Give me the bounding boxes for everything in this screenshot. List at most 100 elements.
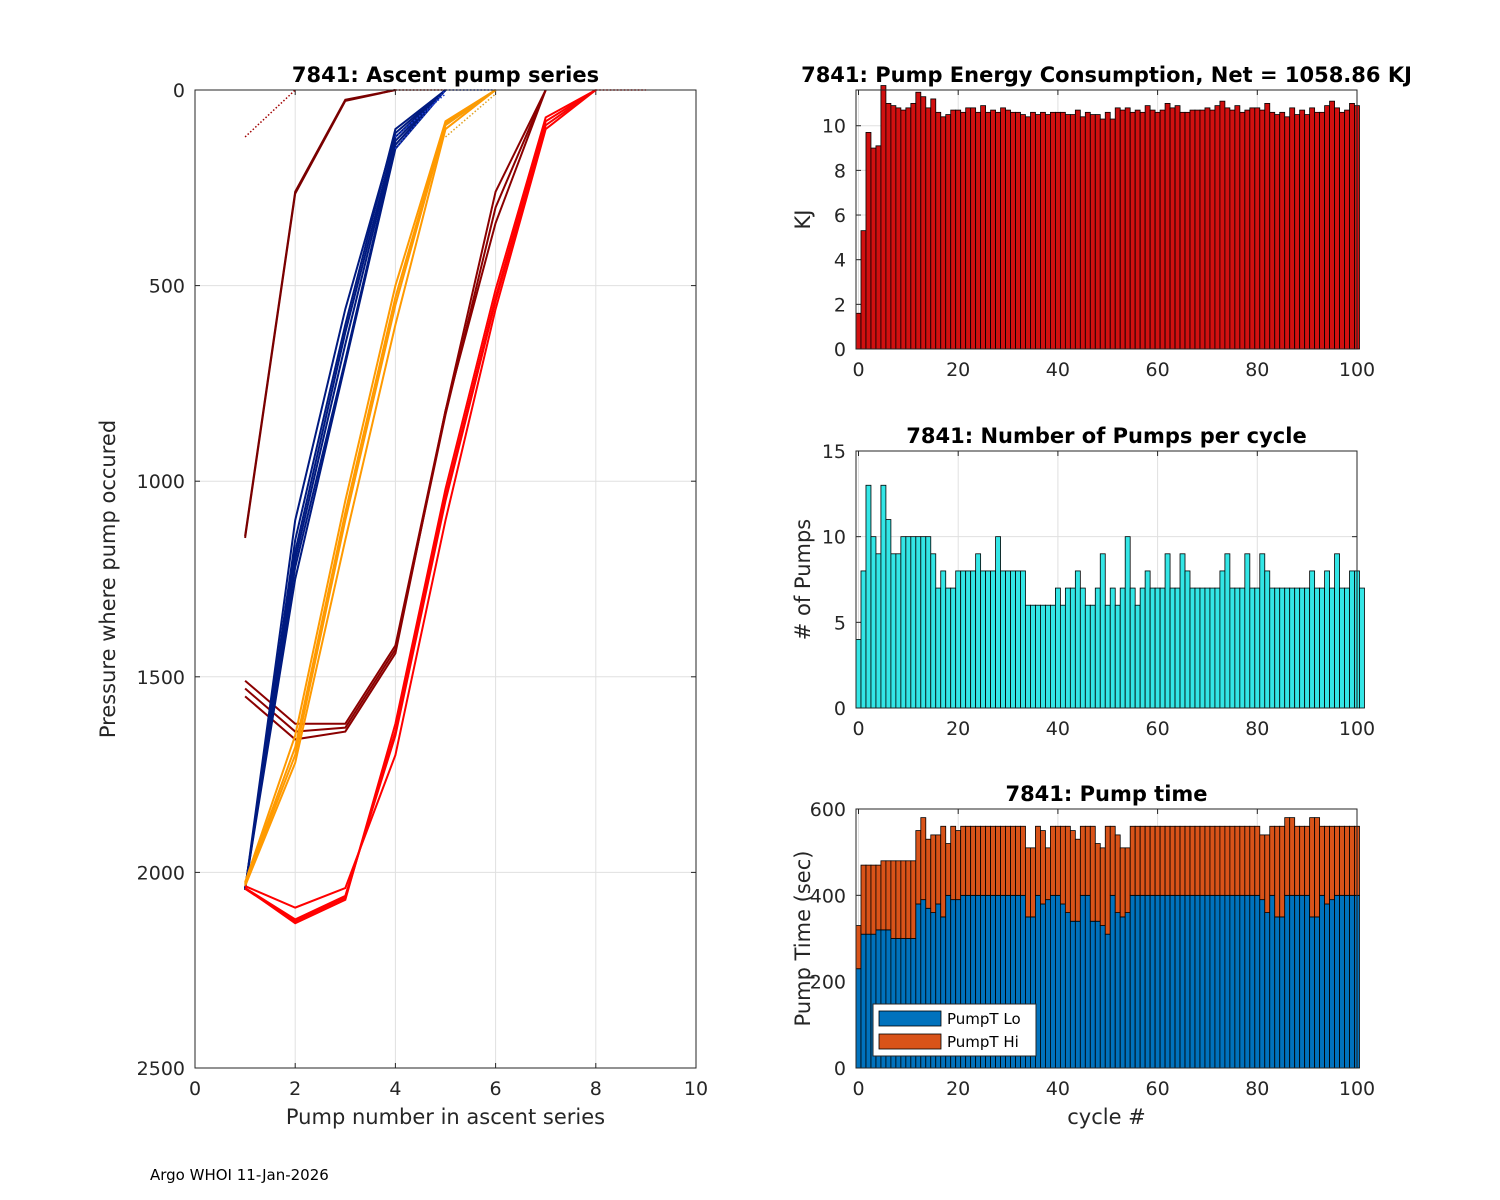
pumptime-bar	[975, 825, 982, 896]
pumps-ytick-label: 5	[834, 612, 846, 634]
pumps-bar	[1164, 553, 1171, 709]
pumps-bar	[990, 570, 996, 709]
pumps-bar	[1239, 587, 1246, 709]
pumptime-bar	[1304, 825, 1311, 896]
ascent-xtick-label: 6	[490, 1078, 502, 1100]
pumptime-bar	[955, 830, 962, 901]
pumptime-bar	[1274, 825, 1281, 918]
ascent-line-blue	[244, 89, 447, 889]
energy-ytick-label: 8	[834, 160, 846, 182]
pumps-xtick-label: 0	[852, 718, 864, 740]
ascent-xtick-label: 10	[684, 1078, 708, 1100]
pumptime-bar	[1324, 903, 1330, 1069]
pumptime-bar	[1030, 847, 1036, 918]
energy-ytick-label: 2	[834, 294, 846, 316]
energy-bar	[1334, 107, 1340, 350]
ascent-line-red	[244, 89, 597, 909]
energy-bar	[1020, 114, 1026, 350]
energy-bar	[960, 111, 967, 350]
pumptime-bar	[1104, 933, 1111, 1069]
pumptime-bar	[980, 825, 987, 896]
pumps-xtick-label: 20	[946, 718, 970, 740]
ascent-dotted-orange	[445, 93, 497, 138]
pumps-bar	[1324, 570, 1330, 709]
pumptime-bar	[1184, 825, 1191, 896]
pumptime-bar	[1129, 894, 1136, 1069]
energy-bar	[860, 230, 867, 350]
pumptime-bar	[915, 830, 922, 905]
ascent-frame	[194, 89, 697, 1069]
pumps-bar	[1144, 570, 1151, 709]
pumptime-bar	[1055, 825, 1061, 896]
pumptime-bar	[1349, 825, 1355, 896]
energy-bar	[1254, 107, 1261, 350]
pumptime-bar	[950, 825, 957, 901]
pumps-axes: 0 20 40 60 80 100 0 5 10 15	[822, 441, 1375, 740]
pumptime-xlabel: cycle #	[1067, 1105, 1146, 1129]
pumptime-bar	[1149, 894, 1156, 1069]
pumps-bar	[945, 587, 952, 709]
energy-bar	[900, 109, 907, 350]
pumptime-bar	[1129, 825, 1136, 896]
pumps-ytick-label: 15	[822, 441, 846, 463]
pumps-bar	[1214, 587, 1221, 709]
pumps-bar	[1234, 587, 1241, 709]
energy-bar	[875, 145, 882, 350]
footer-text: Argo WHOI 11-Jan-2026	[150, 1166, 329, 1184]
pumptime-bar	[1050, 894, 1056, 1069]
pumptime-bar	[1329, 825, 1335, 901]
pumptime-bar	[1214, 894, 1221, 1069]
energy-ytick-label: 4	[834, 250, 846, 272]
pumptime-bar	[1184, 894, 1191, 1069]
pumptime-bar	[1099, 925, 1106, 1069]
ascent-line-orange	[244, 89, 497, 885]
energy-bar	[1134, 109, 1141, 350]
pumptime-bar	[1094, 920, 1101, 1069]
energy-bar	[1289, 107, 1296, 350]
pumptime-bar	[870, 864, 877, 935]
pumptime-bar	[1244, 825, 1251, 896]
energy-ylabel: KJ	[791, 210, 815, 230]
pumps-bar	[1005, 570, 1011, 709]
pumptime-bar	[1079, 894, 1086, 1069]
pumptime-xtick-label: 60	[1146, 1078, 1170, 1100]
pumptime-bar	[865, 864, 872, 935]
pumptime-bar	[1134, 894, 1141, 1069]
pumps-bar	[1109, 587, 1116, 709]
energy-bar	[1319, 111, 1325, 350]
pumptime-bar	[1254, 825, 1261, 896]
pumptime-bar	[1339, 825, 1345, 896]
pumptime-bar	[1074, 838, 1081, 922]
pumps-bar	[1025, 604, 1031, 709]
pumptime-bar	[1324, 825, 1330, 905]
pumptime-bar	[1289, 817, 1296, 896]
pumptime-bar	[1204, 825, 1211, 896]
energy-bar	[870, 147, 877, 350]
pumps-bar	[895, 553, 902, 709]
pumps-bar	[910, 536, 917, 709]
pumptime-bar	[1329, 899, 1335, 1069]
pumptime-bar	[1109, 894, 1116, 1069]
pumptime-bar	[1284, 894, 1291, 1069]
pumptime-ytick-label: 600	[810, 799, 846, 821]
energy-bar	[1059, 111, 1066, 350]
energy-bar	[1114, 107, 1121, 350]
pumptime-bar	[940, 825, 947, 918]
pumptime-bar	[1045, 847, 1051, 901]
energy-bar	[1124, 107, 1131, 350]
pumptime-bar	[1139, 825, 1146, 896]
pumps-bar	[1069, 587, 1076, 709]
pumps-bar	[1329, 587, 1335, 709]
pumptime-bar	[1264, 912, 1271, 1069]
pumptime-bar	[1304, 894, 1311, 1069]
energy-bar	[990, 109, 996, 350]
energy-xtick-label: 60	[1146, 359, 1170, 381]
energy-bar	[1219, 100, 1226, 350]
pumptime-bar	[1174, 825, 1181, 896]
pumps-bar	[970, 570, 977, 709]
pumptime-bar	[1259, 834, 1266, 901]
energy-ytick-label: 10	[822, 116, 846, 138]
pumps-bar	[1284, 587, 1291, 709]
pumps-bar	[1349, 570, 1355, 709]
energy-bar	[1199, 109, 1206, 350]
